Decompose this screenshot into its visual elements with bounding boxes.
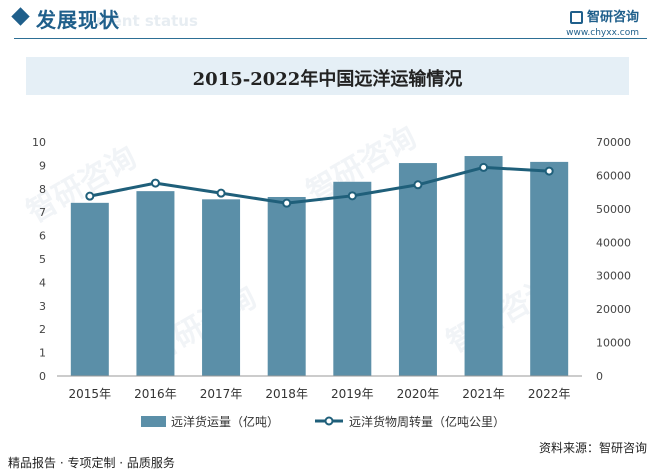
x-tick-label: 2022年 <box>528 387 571 401</box>
x-tick-label: 2020年 <box>397 387 440 401</box>
x-tick-label: 2017年 <box>200 387 243 401</box>
brand-logo: 智研咨询 <box>569 6 639 25</box>
y-right-tick-label: 20000 <box>596 303 631 316</box>
x-tick-label: 2018年 <box>265 387 308 401</box>
bar <box>267 196 306 376</box>
legend-label: 远洋货运量（亿吨） <box>171 414 279 429</box>
y-left-tick-label: 2 <box>39 323 46 336</box>
bar <box>530 161 569 376</box>
line-point <box>347 191 357 201</box>
bar <box>70 202 109 376</box>
y-left-tick-label: 3 <box>39 300 46 313</box>
line-point <box>150 178 160 188</box>
y-left-tick-label: 6 <box>39 230 46 243</box>
y-right-tick-label: 50000 <box>596 203 631 216</box>
brand-logo-icon <box>569 11 583 24</box>
y-right-tick-label: 60000 <box>596 169 631 182</box>
bar <box>464 156 503 376</box>
y-left-tick-label: 7 <box>39 206 46 219</box>
header-divider <box>14 38 647 39</box>
bar <box>202 199 241 376</box>
y-right-tick-label: 40000 <box>596 236 631 249</box>
footer-slogan: 精品报告 · 专项定制 · 品质服务 <box>8 456 175 470</box>
footer: 精品报告 · 专项定制 · 品质服务 资料来源：智研咨询 <box>0 441 657 473</box>
section-title: 发展现状 <box>36 8 120 32</box>
x-tick-label: 2021年 <box>462 387 505 401</box>
footer-source: 资料来源：智研咨询 <box>538 441 647 455</box>
x-tick-label: 2019年 <box>331 387 374 401</box>
y-left-tick-label: 0 <box>39 370 46 383</box>
y-left-tick-label: 8 <box>39 183 46 196</box>
chart-title-band: 2015-2022年中国远洋运输情况 <box>26 57 629 95</box>
legend-swatch-point <box>324 416 334 426</box>
line-point <box>413 180 423 190</box>
y-left-tick-label: 5 <box>39 253 46 266</box>
brand-url: www.chyxx.com <box>566 28 639 38</box>
x-tick-label: 2016年 <box>134 387 177 401</box>
y-left-tick-label: 1 <box>39 347 46 360</box>
line-point <box>85 191 95 201</box>
brand-name: 智研咨询 <box>586 10 639 25</box>
y-right-tick-label: 30000 <box>596 270 631 283</box>
bar <box>333 181 372 376</box>
legend-swatch-bar <box>141 416 166 427</box>
line-series <box>89 165 550 205</box>
bar <box>136 191 175 376</box>
bar <box>398 163 437 376</box>
y-left-tick-label: 9 <box>39 159 46 172</box>
chart-title: 2015-2022年中国远洋运输情况 <box>192 69 463 90</box>
x-tick-label: 2015年 <box>69 387 112 401</box>
y-right-tick-label: 0 <box>596 370 603 383</box>
y-left-tick-label: 4 <box>39 276 46 289</box>
y-right-tick-label: 10000 <box>596 337 631 350</box>
y-left-tick-label: 10 <box>32 136 46 149</box>
line-point <box>479 162 489 172</box>
section-subtitle: ment status <box>96 12 198 30</box>
legend-label: 远洋货物周转量（亿吨公里） <box>349 414 505 429</box>
line-point <box>216 188 226 198</box>
y-right-tick-label: 70000 <box>596 136 631 149</box>
line-point <box>544 166 554 176</box>
section-header: ment status 发展现状 智研咨询 www.chyxx.com <box>0 0 657 38</box>
line-point <box>282 198 292 208</box>
